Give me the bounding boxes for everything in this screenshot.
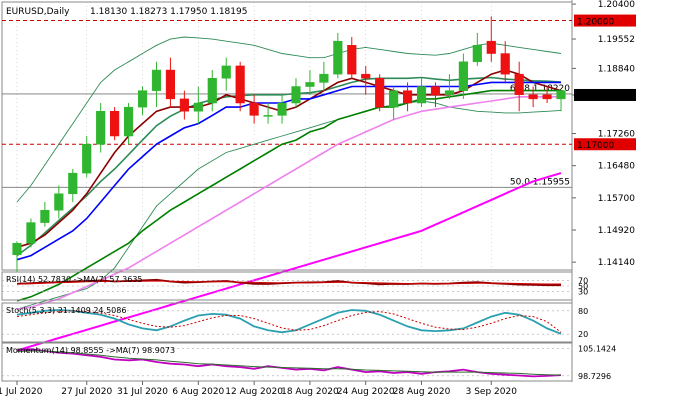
momentum-series-line (16, 350, 562, 376)
x-tick-label: 24 Aug 2020 (337, 387, 395, 397)
bollinger-lower (16, 100, 562, 310)
x-tick-label: 3 Sep 2020 (466, 387, 518, 397)
candle-body (68, 172, 78, 194)
stoch-series-line (16, 310, 562, 333)
candle-body (40, 209, 50, 223)
y-tick-label: 1.14920 (598, 226, 635, 236)
candle-body (389, 90, 399, 108)
candle-body (347, 45, 357, 75)
stoch-y-tick-label: 80 (578, 307, 588, 316)
candle-body (333, 40, 343, 75)
candle-body (235, 65, 245, 104)
candle-body (305, 82, 315, 87)
candle-body (221, 65, 231, 79)
candle-body (277, 102, 287, 116)
x-tick-label: 18 Aug 2020 (281, 387, 339, 397)
ohlc-readout: 1.18130 1.18273 1.17950 1.18195 (90, 7, 247, 17)
rsi-y-tick-label: 70 (578, 276, 588, 285)
x-tick-label: 6 Aug 2020 (172, 387, 224, 397)
x-tick-label: 31 Jul 2020 (117, 387, 168, 397)
candle-body (151, 69, 162, 91)
candle-body (207, 78, 217, 104)
bollinger-mid (16, 76, 562, 257)
y-tick-label: 1.15700 (598, 194, 635, 204)
level-tag (574, 138, 636, 151)
candle-body (263, 115, 273, 117)
candle-body (249, 102, 259, 116)
candle-body (430, 86, 441, 96)
candle-body (361, 73, 371, 79)
candle-body (124, 106, 134, 137)
rsi-series-line (16, 280, 561, 285)
candle-body (556, 90, 566, 100)
candle-body (110, 111, 120, 137)
rsi-title: RSI(14) 52.7830 ->MA(7) 57.3635 (6, 275, 143, 284)
candle-body (26, 222, 36, 244)
main-chart-title: EURUSD,Daily (6, 7, 70, 17)
y-tick-label: 1.14140 (598, 258, 635, 268)
momentum-series-line (16, 348, 562, 378)
level-tag-label: 1.20000 (577, 18, 614, 28)
level-label: 50.0 1.15955 (510, 177, 570, 187)
candle-body (179, 98, 189, 112)
candle-body (472, 45, 482, 63)
y-tick-label: 1.20400 (598, 0, 635, 10)
y-tick-label: 1.18840 (598, 64, 635, 74)
candle-body (486, 40, 496, 54)
moving-average-line (16, 89, 561, 302)
level-tag-label: 1.17000 (577, 141, 614, 151)
candle-body (514, 73, 524, 96)
candle-body (528, 94, 538, 100)
stoch-frame (1, 302, 573, 343)
momentum-title: Momentum(14) 98.8555 ->MA(7) 98.9073 (6, 346, 175, 355)
stoch-y-tick-label: 20 (578, 330, 588, 339)
stoch-series-line (16, 309, 562, 335)
momentum-y-tick-label: 105.1424 (578, 345, 616, 354)
candle-body (54, 193, 64, 211)
x-tick-label: 28 Aug 2020 (393, 387, 451, 397)
candle-body (500, 53, 510, 75)
last-price-tag (574, 88, 636, 101)
last-price-label: 1.18195 (577, 92, 614, 102)
level-tag (574, 14, 636, 27)
candle-body (82, 143, 92, 174)
candle-body (444, 90, 454, 96)
level-label: 61.8 1.18220 (510, 84, 570, 94)
moving-average-line (16, 96, 561, 310)
rsi-y-tick-label: 50 (578, 282, 588, 291)
y-tick-label: 1.17260 (598, 130, 635, 140)
candle-body (137, 90, 148, 108)
candle-body (416, 86, 427, 104)
candle-body (291, 86, 301, 104)
candle-body (458, 61, 468, 91)
x-tick-label: 12 Aug 2020 (225, 387, 283, 397)
moving-average-line (16, 172, 562, 352)
candle-body (96, 111, 106, 145)
bollinger-upper (16, 36, 562, 203)
candle-body (193, 102, 203, 112)
candle-body (403, 90, 413, 104)
y-tick-label: 1.19552 (598, 35, 635, 45)
x-tick-label: 21 Jul 2020 (0, 387, 43, 397)
candle-body (319, 73, 329, 83)
rsi-y-tick-label: 30 (578, 288, 588, 297)
x-tick-label: 27 Jul 2020 (61, 387, 112, 397)
y-tick-label: 1.16480 (598, 162, 635, 172)
moving-average-line (16, 69, 562, 249)
moving-average-line (16, 81, 561, 261)
candle-body (542, 94, 552, 100)
stoch-title: Stoch(5,3,3) 21.1409 24.5086 (6, 306, 126, 315)
candle-body (165, 69, 175, 100)
candle-body (12, 242, 22, 255)
momentum-y-tick-label: 98.7296 (578, 372, 611, 381)
candle-body (375, 78, 385, 108)
